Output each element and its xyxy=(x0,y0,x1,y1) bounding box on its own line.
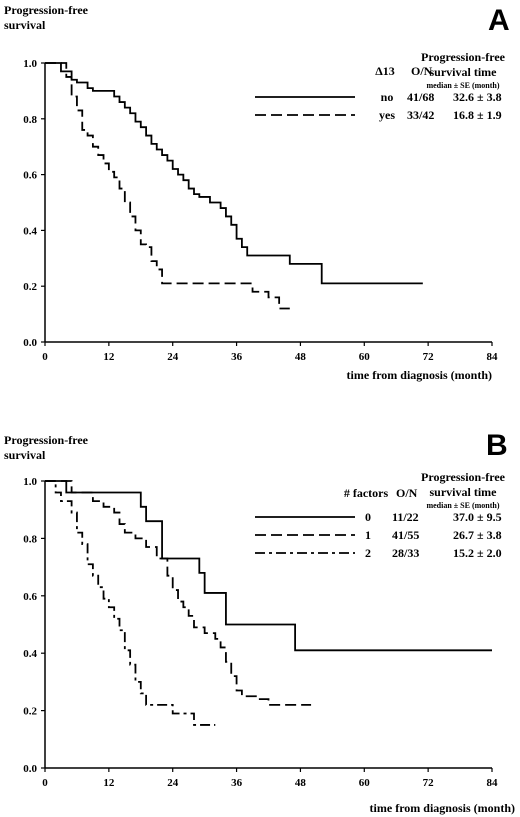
legend-time-value: 15.2 ± 2.0 xyxy=(453,546,502,560)
legend-count-value: 41/68 xyxy=(407,90,434,104)
x-tick-label: 48 xyxy=(295,777,307,789)
x-axis-label: time from diagnosis (month) xyxy=(347,368,492,382)
legend-time-header-line-2: survival time xyxy=(430,65,498,79)
x-tick-label: 60 xyxy=(359,777,371,789)
x-tick-label: 84 xyxy=(487,351,499,363)
legend-group-value: 0 xyxy=(365,510,371,524)
x-tick-label: 72 xyxy=(423,777,435,789)
y-tick-label: 0.6 xyxy=(23,591,37,603)
y-tick-label: 0.0 xyxy=(23,763,37,775)
x-tick-label: 12 xyxy=(103,351,115,363)
y-tick-label: 0.6 xyxy=(23,170,37,182)
survival-curve-0 xyxy=(45,480,492,652)
y-tick-label: 0.8 xyxy=(23,114,37,126)
legend-group-value: yes xyxy=(379,108,395,122)
panel-a-chart: Progression-free survival A 0 12 24 36 48 60 7… xyxy=(4,3,510,382)
panel-letter: A xyxy=(488,4,510,37)
legend-time-subheader: median ± SE (month) xyxy=(426,501,499,510)
x-tick-label: 84 xyxy=(487,777,499,789)
x-tick-label: 0 xyxy=(42,351,48,363)
y-axis-label-line-1: Progression-free xyxy=(4,433,89,447)
survival-curve-2 xyxy=(45,480,216,726)
legend-time-header-line-1: Progression-free xyxy=(421,470,506,484)
legend-time-value: 37.0 ± 9.5 xyxy=(453,510,502,524)
y-tick-label: 0.8 xyxy=(23,533,37,545)
legend-group-value: no xyxy=(381,90,394,104)
legend-count-value: 11/22 xyxy=(392,510,419,524)
x-tick-label: 24 xyxy=(167,351,179,363)
y-tick-label: 1.0 xyxy=(23,476,37,488)
legend-group-header: # factors xyxy=(344,486,389,500)
y-axis-label-line-2: survival xyxy=(4,448,46,462)
survival-curve-no xyxy=(45,62,423,285)
x-tick-label: 24 xyxy=(167,777,179,789)
x-tick-label: 60 xyxy=(359,351,371,363)
panel-letter: B xyxy=(486,429,508,462)
legend-count-value: 33/42 xyxy=(407,108,434,122)
legend-time-subheader: median ± SE (month) xyxy=(426,81,499,90)
x-tick-label: 0 xyxy=(42,777,48,789)
y-tick-label: 1.0 xyxy=(23,58,37,70)
x-axis-label: time from diagnosis (month) xyxy=(370,801,515,815)
legend-count-value: 28/33 xyxy=(392,546,419,560)
x-tick-label: 72 xyxy=(423,351,435,363)
legend-time-value: 16.8 ± 1.9 xyxy=(453,108,502,122)
legend-group-header: Δ13 xyxy=(375,64,395,78)
y-tick-label: 0.4 xyxy=(23,225,37,237)
legend-count-header: O/N xyxy=(411,64,433,78)
survival-curve-yes xyxy=(45,62,290,310)
x-tick-label: 48 xyxy=(295,351,307,363)
survival-curve-1 xyxy=(45,480,312,706)
y-tick-label: 0.2 xyxy=(23,281,37,293)
y-axis-label-line-1: Progression-free xyxy=(4,3,89,17)
legend-time-value: 32.6 ± 3.8 xyxy=(453,90,502,104)
x-tick-label: 12 xyxy=(103,777,115,789)
legend-group-value: 1 xyxy=(365,528,371,542)
y-tick-label: 0.2 xyxy=(23,706,37,718)
legend-group-value: 2 xyxy=(365,546,371,560)
y-tick-label: 0.0 xyxy=(23,337,37,349)
legend-count-header: O/N xyxy=(396,486,418,500)
legend-count-value: 41/55 xyxy=(392,528,419,542)
legend-time-value: 26.7 ± 3.8 xyxy=(453,528,502,542)
x-tick-label: 36 xyxy=(231,351,243,363)
x-tick-label: 36 xyxy=(231,777,243,789)
legend-time-header-line-1: Progression-free xyxy=(421,50,506,64)
y-tick-label: 0.4 xyxy=(23,648,37,660)
y-axis-label-line-2: survival xyxy=(4,18,46,32)
legend-time-header-line-2: survival time xyxy=(430,485,498,499)
panel-b-chart: Progression-free survival B 0 12 24 36 48 60 7… xyxy=(4,429,515,815)
